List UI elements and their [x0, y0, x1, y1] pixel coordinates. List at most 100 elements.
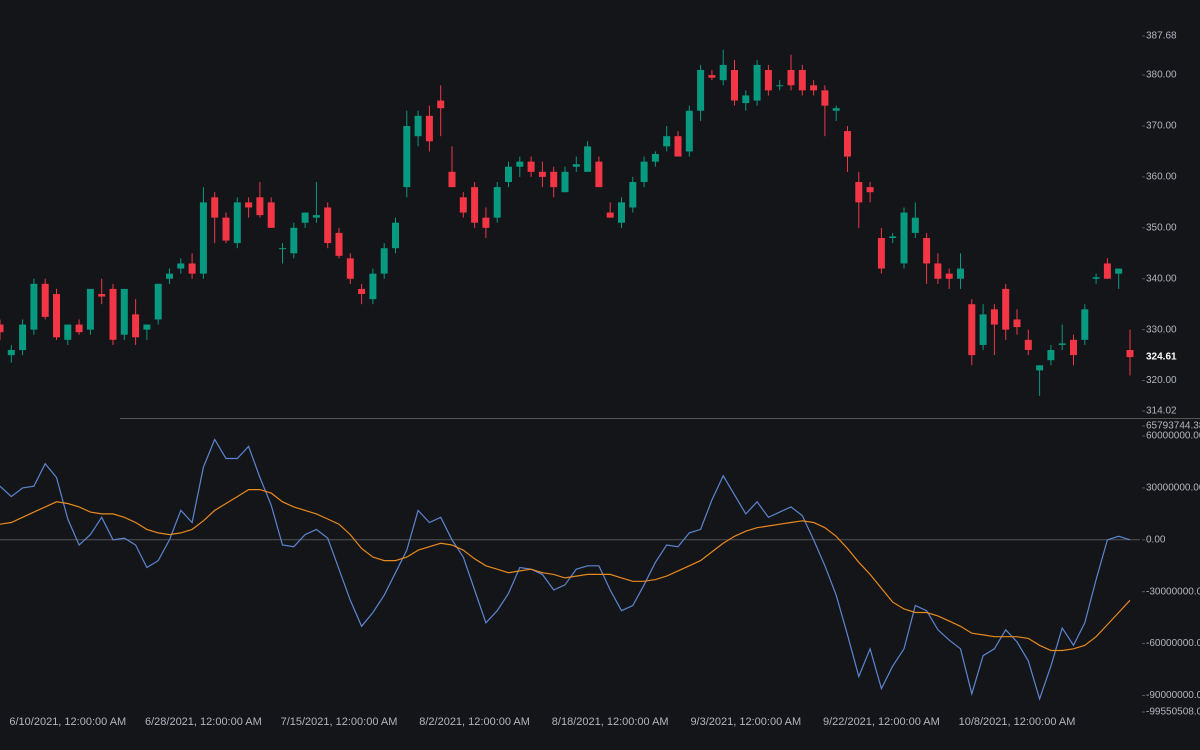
x-tick-label: 9/3/2021, 12:00:00 AM	[690, 716, 801, 728]
candle-body	[177, 263, 185, 269]
candle-body	[1103, 263, 1111, 279]
y-tick-label: 0.00	[1146, 534, 1166, 545]
candle-body	[798, 70, 806, 91]
x-tick-label: 6/10/2021, 12:00:00 AM	[9, 716, 126, 728]
candle-body	[7, 350, 15, 356]
x-tick-label: 8/18/2021, 12:00:00 AM	[552, 716, 669, 728]
candle-body	[380, 248, 388, 274]
candle-body	[663, 136, 671, 147]
candle-body	[900, 212, 908, 264]
candle-body	[471, 187, 479, 223]
candle-body	[199, 202, 207, 274]
candle-body	[640, 161, 648, 183]
candle-body	[0, 324, 4, 333]
y-tick-label: 60000000.00	[1146, 431, 1200, 442]
candle-body	[335, 232, 343, 256]
y-tick-label: 380.00	[1146, 70, 1177, 81]
y-tick-label: 320.00	[1146, 375, 1177, 386]
candle-body	[301, 212, 309, 223]
candle-body	[233, 202, 241, 244]
x-tick-label: 6/28/2021, 12:00:00 AM	[145, 716, 262, 728]
y-tick-label: 330.00	[1146, 324, 1177, 335]
y-tick-label: 360.00	[1146, 172, 1177, 183]
y-tick-label: 370.00	[1146, 121, 1177, 132]
candle-body	[1024, 339, 1032, 351]
candle-body	[75, 324, 83, 333]
candle-body	[256, 197, 264, 216]
candle-body	[674, 136, 682, 157]
y-tick-label: -30000000.00	[1146, 586, 1200, 597]
candle-body	[324, 207, 332, 244]
candle-body	[719, 64, 727, 81]
y-tick-label: 314.02	[1146, 406, 1177, 417]
candle-body	[437, 100, 445, 109]
indicator-line	[0, 489, 1131, 652]
x-tick-label: 7/15/2021, 12:00:00 AM	[281, 716, 398, 728]
last-price-label: 324.61	[1146, 352, 1177, 363]
candle-body	[855, 182, 863, 203]
candle-body	[30, 283, 38, 330]
y-tick-label: -60000000.00	[1146, 638, 1200, 649]
candle-body	[358, 288, 366, 295]
y-tick-label: 350.00	[1146, 222, 1177, 233]
x-tick-label: 8/2/2021, 12:00:00 AM	[419, 716, 530, 728]
candle-body	[651, 154, 659, 162]
candle-body	[957, 268, 964, 279]
candle-body	[979, 314, 987, 345]
candle-body	[222, 217, 230, 241]
y-tick-label: -99550508.06	[1146, 707, 1200, 718]
y-tick-label: -90000000.00	[1146, 690, 1200, 701]
candle-body	[154, 283, 162, 320]
y-tick-label: 340.00	[1146, 273, 1177, 284]
candle-body	[1126, 350, 1134, 358]
candle-body	[866, 187, 874, 193]
candle-body	[19, 324, 27, 351]
candle-body	[1002, 288, 1010, 330]
candle-body	[810, 85, 818, 91]
candle-body	[392, 222, 399, 249]
candle-body	[482, 217, 490, 228]
candle-body	[1058, 343, 1066, 345]
candle-body	[945, 273, 953, 279]
candle-body	[369, 273, 377, 300]
candle-body	[98, 294, 106, 297]
candle-body	[505, 166, 512, 183]
indicator-line	[0, 438, 1131, 701]
candle-body	[267, 202, 275, 228]
candle-body	[697, 70, 705, 111]
candle-body	[832, 108, 840, 111]
candle-body	[1115, 268, 1123, 274]
candle-body	[403, 126, 411, 188]
candle-body	[211, 197, 219, 218]
candle-body	[188, 263, 196, 274]
candle-body	[448, 171, 456, 188]
candle-body	[414, 115, 422, 137]
candle-body	[787, 70, 795, 86]
candle-body	[538, 171, 546, 177]
candle-body	[527, 161, 535, 172]
candle-body	[1081, 309, 1089, 340]
candle-body	[584, 146, 592, 172]
y-tick-label: 387.68	[1146, 31, 1177, 42]
candle-body	[990, 309, 998, 325]
candle-body	[1036, 365, 1044, 371]
candle-body	[776, 85, 784, 87]
candle-body	[64, 324, 72, 340]
candle-body	[425, 115, 433, 142]
candle-body	[934, 263, 942, 279]
candle-body	[708, 75, 716, 78]
x-tick-label: 10/8/2021, 12:00:00 AM	[959, 716, 1076, 728]
candle-body	[166, 273, 173, 279]
candle-body	[1070, 339, 1077, 356]
candle-body	[685, 110, 693, 152]
candle-body	[1013, 319, 1021, 328]
candle-body	[629, 182, 637, 208]
candle-body	[889, 236, 897, 239]
candle-body	[764, 70, 772, 91]
candle-body	[550, 171, 558, 188]
candle-body	[53, 294, 60, 338]
candle-body	[493, 187, 501, 218]
